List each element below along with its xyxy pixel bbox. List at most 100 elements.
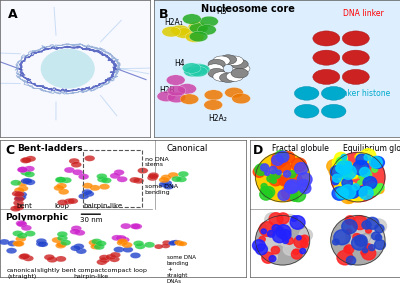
- Circle shape: [71, 226, 82, 231]
- Circle shape: [204, 100, 222, 110]
- Circle shape: [299, 229, 312, 241]
- Circle shape: [352, 236, 367, 250]
- Circle shape: [340, 169, 351, 179]
- Circle shape: [119, 237, 130, 243]
- Circle shape: [339, 190, 348, 198]
- Circle shape: [76, 248, 86, 254]
- Circle shape: [185, 32, 204, 42]
- Circle shape: [25, 156, 36, 162]
- Text: compact
hairpin-like: compact hairpin-like: [73, 268, 108, 278]
- Text: H4: H4: [174, 59, 185, 68]
- Circle shape: [260, 189, 272, 200]
- Circle shape: [178, 83, 196, 94]
- Circle shape: [364, 154, 370, 160]
- Circle shape: [272, 152, 288, 167]
- Circle shape: [375, 235, 382, 241]
- Text: loop: loop: [54, 203, 69, 209]
- Circle shape: [259, 222, 275, 236]
- Circle shape: [22, 178, 33, 184]
- Circle shape: [331, 164, 342, 174]
- Circle shape: [96, 259, 107, 265]
- Circle shape: [295, 162, 308, 175]
- Circle shape: [356, 152, 366, 161]
- Circle shape: [55, 243, 66, 248]
- Circle shape: [297, 179, 310, 191]
- Circle shape: [90, 244, 101, 250]
- Circle shape: [341, 164, 350, 171]
- Text: H2B: H2B: [159, 86, 175, 95]
- Text: compact loop: compact loop: [104, 268, 147, 273]
- Circle shape: [74, 244, 84, 249]
- Circle shape: [285, 180, 300, 193]
- Circle shape: [110, 252, 121, 258]
- Circle shape: [172, 176, 182, 182]
- Circle shape: [213, 72, 230, 81]
- Circle shape: [346, 161, 351, 166]
- Circle shape: [366, 228, 372, 233]
- Circle shape: [285, 181, 298, 194]
- Circle shape: [109, 256, 120, 262]
- Circle shape: [16, 221, 27, 227]
- Circle shape: [60, 240, 71, 246]
- Circle shape: [358, 181, 362, 185]
- Circle shape: [94, 244, 104, 250]
- Circle shape: [231, 59, 248, 69]
- Circle shape: [71, 162, 82, 168]
- Circle shape: [279, 175, 291, 186]
- Circle shape: [262, 252, 274, 263]
- Circle shape: [283, 244, 296, 255]
- Circle shape: [282, 186, 297, 200]
- Circle shape: [14, 241, 24, 247]
- Circle shape: [135, 243, 146, 249]
- Circle shape: [294, 104, 319, 118]
- Circle shape: [21, 157, 32, 163]
- Circle shape: [346, 256, 356, 265]
- Circle shape: [353, 233, 361, 241]
- Circle shape: [101, 177, 112, 183]
- Circle shape: [204, 90, 223, 100]
- Circle shape: [371, 227, 379, 234]
- Circle shape: [265, 213, 280, 227]
- Circle shape: [18, 185, 28, 191]
- Text: Polymorphic: Polymorphic: [5, 213, 68, 222]
- Circle shape: [200, 16, 218, 27]
- Circle shape: [10, 206, 21, 212]
- Circle shape: [16, 236, 26, 242]
- Circle shape: [362, 247, 376, 260]
- Circle shape: [349, 166, 362, 179]
- Circle shape: [364, 182, 379, 195]
- Circle shape: [16, 194, 26, 200]
- Circle shape: [334, 152, 347, 164]
- Circle shape: [272, 230, 286, 243]
- Circle shape: [168, 172, 178, 178]
- Circle shape: [291, 158, 306, 171]
- Circle shape: [342, 178, 352, 188]
- Circle shape: [363, 235, 369, 241]
- Circle shape: [91, 239, 102, 245]
- Circle shape: [346, 229, 351, 234]
- Circle shape: [338, 166, 343, 171]
- Circle shape: [70, 245, 81, 251]
- Circle shape: [17, 167, 28, 173]
- Circle shape: [256, 244, 268, 255]
- Circle shape: [342, 185, 347, 189]
- Text: H2A₁: H2A₁: [164, 18, 183, 27]
- Circle shape: [290, 194, 298, 201]
- Text: DNA linker: DNA linker: [343, 9, 384, 18]
- Circle shape: [278, 227, 283, 232]
- Circle shape: [68, 198, 78, 204]
- Circle shape: [341, 190, 356, 203]
- Circle shape: [24, 166, 35, 172]
- Circle shape: [20, 157, 31, 163]
- Circle shape: [69, 158, 80, 164]
- Circle shape: [16, 220, 26, 226]
- Circle shape: [252, 240, 265, 251]
- Circle shape: [313, 31, 340, 46]
- Circle shape: [300, 248, 306, 254]
- Circle shape: [368, 245, 375, 251]
- Circle shape: [208, 59, 225, 69]
- Circle shape: [269, 174, 282, 186]
- Circle shape: [78, 193, 89, 199]
- Circle shape: [161, 243, 170, 248]
- Circle shape: [374, 240, 385, 250]
